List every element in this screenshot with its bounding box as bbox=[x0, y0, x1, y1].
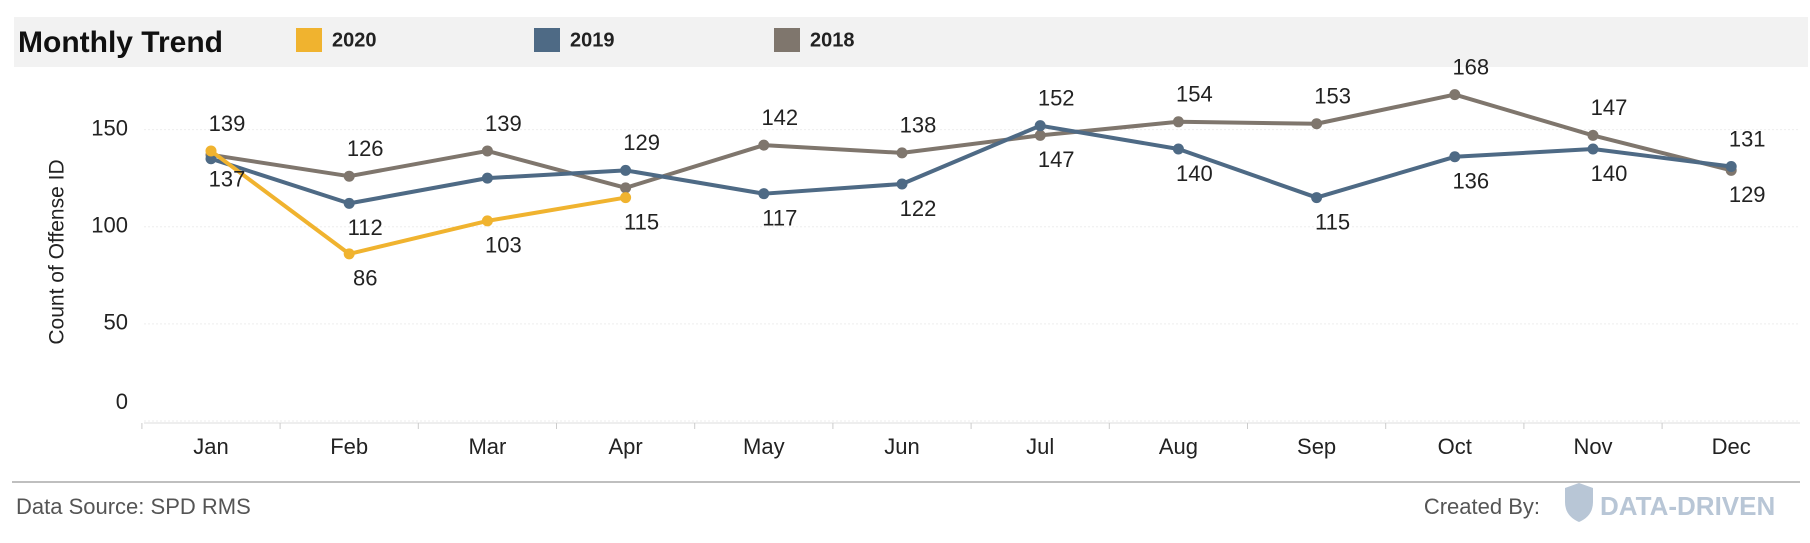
data-point bbox=[343, 197, 355, 209]
data-point bbox=[481, 172, 493, 184]
data-point bbox=[481, 215, 493, 227]
data-point bbox=[1034, 120, 1046, 132]
legend-label: 2020 bbox=[332, 29, 377, 51]
data-label: 131 bbox=[1729, 126, 1766, 151]
data-label: 136 bbox=[1452, 169, 1489, 194]
data-label: 117 bbox=[762, 205, 797, 230]
data-label: 168 bbox=[1452, 54, 1489, 79]
x-tick-label: May bbox=[743, 434, 785, 459]
data-point bbox=[1449, 151, 1461, 163]
data-label: 138 bbox=[900, 113, 937, 138]
data-point bbox=[1311, 118, 1323, 130]
y-tick-label: 50 bbox=[104, 310, 128, 335]
legend-label: 2018 bbox=[810, 29, 855, 51]
x-tick-label: Apr bbox=[608, 434, 642, 459]
data-label: 115 bbox=[624, 209, 659, 234]
data-point bbox=[1587, 129, 1599, 141]
data-label: 86 bbox=[353, 266, 377, 291]
data-label: 129 bbox=[623, 130, 660, 155]
footer-source: Data Source: SPD RMS bbox=[16, 494, 251, 519]
data-label: 140 bbox=[1591, 161, 1628, 186]
data-point bbox=[205, 153, 217, 165]
data-point bbox=[620, 164, 632, 176]
data-point bbox=[758, 139, 770, 151]
legend-swatch bbox=[296, 28, 322, 52]
series-line bbox=[210, 123, 1732, 206]
data-label: 126 bbox=[347, 136, 384, 161]
data-label: 154 bbox=[1176, 82, 1213, 107]
data-label: 137 bbox=[209, 167, 246, 192]
y-tick-label: 150 bbox=[91, 115, 128, 140]
data-point bbox=[205, 145, 217, 157]
x-tick-label: Dec bbox=[1712, 434, 1751, 459]
data-point bbox=[343, 248, 355, 260]
y-axis-title: Count of Offense ID bbox=[46, 159, 69, 344]
data-point bbox=[758, 188, 770, 200]
data-point bbox=[1311, 192, 1323, 204]
data-point bbox=[1034, 129, 1046, 141]
series-line bbox=[209, 149, 626, 256]
chart-title: Monthly Trend bbox=[18, 26, 223, 59]
data-label: 153 bbox=[1314, 84, 1351, 109]
data-point bbox=[343, 170, 355, 182]
x-tick-label: Sep bbox=[1297, 434, 1336, 459]
data-label: 122 bbox=[900, 196, 937, 221]
footer-logo: DATA-DRIVEN bbox=[1600, 491, 1775, 521]
x-tick-label: Jun bbox=[884, 434, 919, 459]
logo-badge bbox=[1565, 483, 1593, 522]
data-label: 115 bbox=[1315, 209, 1350, 234]
data-point bbox=[1172, 116, 1184, 128]
data-point bbox=[896, 178, 908, 190]
legend-swatch bbox=[774, 28, 800, 52]
footer-created: Created By: bbox=[1424, 494, 1540, 519]
data-label: 103 bbox=[485, 233, 522, 258]
x-tick-label: Jul bbox=[1026, 434, 1054, 459]
x-tick-label: Feb bbox=[330, 434, 368, 459]
data-point bbox=[481, 145, 493, 157]
y-tick-label: 100 bbox=[91, 213, 128, 238]
series-line bbox=[210, 92, 1732, 190]
data-label: 139 bbox=[485, 111, 522, 136]
x-tick-label: Nov bbox=[1573, 434, 1612, 459]
data-label: 140 bbox=[1176, 161, 1213, 186]
data-point bbox=[1449, 89, 1461, 101]
data-point bbox=[896, 147, 908, 159]
data-label: 129 bbox=[1729, 182, 1766, 207]
data-point bbox=[1587, 143, 1599, 155]
x-tick-label: Oct bbox=[1438, 434, 1472, 459]
data-label: 152 bbox=[1038, 85, 1075, 110]
data-label: 112 bbox=[348, 215, 383, 240]
data-point bbox=[620, 192, 632, 204]
x-tick-label: Mar bbox=[468, 434, 506, 459]
data-point bbox=[620, 182, 632, 194]
data-label: 147 bbox=[1038, 147, 1075, 172]
legend-label: 2019 bbox=[570, 29, 615, 51]
x-tick-label: Aug bbox=[1159, 434, 1198, 459]
x-tick-label: Jan bbox=[193, 434, 228, 459]
header-band bbox=[14, 17, 1808, 67]
y-tick-label: 0 bbox=[116, 389, 128, 414]
legend-swatch bbox=[534, 28, 560, 52]
data-point bbox=[1725, 160, 1737, 172]
data-label: 142 bbox=[761, 105, 798, 130]
data-point bbox=[1172, 143, 1184, 155]
data-label: 147 bbox=[1591, 95, 1628, 120]
data-label: 139 bbox=[209, 111, 246, 136]
